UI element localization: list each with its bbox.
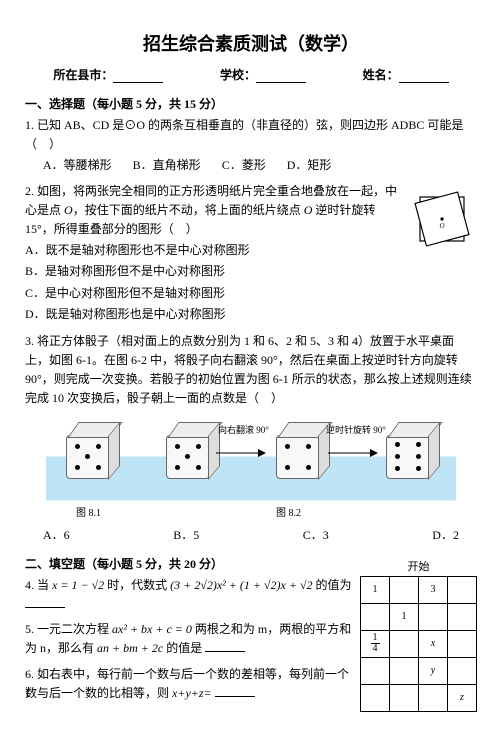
q3-figure: 向右翻滚 90° 逆时针旋转 90° 图 8.1 图 8.2 — [46, 413, 456, 508]
county-label: 所在县市： — [53, 68, 113, 82]
q5-text1: 一元二次方程 — [37, 622, 112, 636]
q3-opt-b: B．5 — [173, 526, 199, 545]
q4: 4. 当 x = 1 − √2 时，代数式 (3 + 2√2)x² + (1 +… — [25, 576, 477, 614]
q5: 5. 一元二次方程 ax² + bx + c = 0 两根之和为 m，两根的平方… — [25, 620, 477, 658]
die-4 — [386, 435, 430, 479]
q1-opt-c: C．菱形 — [222, 158, 266, 172]
q2-num: 2. — [25, 184, 34, 198]
arrow-1-icon — [216, 447, 266, 459]
q5-expr-target: an + bm + 2c — [97, 641, 163, 655]
q1-opt-b: B．直角梯形 — [133, 158, 201, 172]
page-number: 1 — [25, 689, 30, 700]
q4-text1: 当 — [37, 578, 52, 592]
q4-num: 4. — [25, 578, 34, 592]
q2-opt-d: D．既是轴对称图形也是中心对称图形 — [25, 305, 477, 324]
q3-opt-c: C．3 — [303, 526, 329, 545]
q1-options: A．等腰梯形 B．直角梯形 C．菱形 D．矩形 — [43, 156, 477, 175]
arrow-2-icon — [328, 447, 378, 459]
die-1 — [66, 435, 110, 479]
name-label: 姓名： — [363, 68, 399, 82]
arrow-2-label: 逆时针旋转 90° — [326, 423, 386, 437]
school-label: 学校： — [220, 68, 256, 82]
fig-8-1-label: 图 8.1 — [76, 506, 101, 522]
die-3 — [276, 435, 320, 479]
q2-opt-b: B．是轴对称图形但不是中心对称图形 — [25, 262, 477, 281]
q2-o1: O — [64, 203, 73, 217]
info-line: 所在县市： 学校： 姓名： — [25, 66, 477, 83]
school-blank[interactable] — [256, 68, 306, 83]
q3: 3. 将正方体骰子（相对面上的点数分别为 1 和 6、2 和 5、3 和 4）放… — [25, 332, 477, 545]
die-2 — [166, 435, 210, 479]
q4-blank[interactable] — [25, 595, 65, 608]
q3-options: A．6 B．5 C．3 D．2 — [43, 526, 459, 545]
q6-expr: x+y+z= — [172, 686, 212, 700]
q5-blank[interactable] — [205, 639, 245, 652]
arrow-1-label: 向右翻滚 90° — [218, 423, 269, 437]
page-title: 招生综合素质测试（数学） — [25, 30, 477, 56]
q2-opt-c: C．是中心对称图形但不是轴对称图形 — [25, 284, 477, 303]
q3-opt-a: A．6 — [43, 526, 70, 545]
q6: 6. 如右表中，每行前一个数与后一个数的差相等，每列前一个数与后一个数的比相等，… — [25, 665, 477, 703]
q4-expr-x: x = 1 − √2 — [52, 578, 104, 592]
svg-text:O: O — [439, 222, 444, 230]
q4-text2: 时，代数式 — [107, 578, 170, 592]
fig-8-2-label: 图 8.2 — [276, 506, 301, 522]
q3-num: 3. — [25, 334, 34, 348]
q6-num: 6. — [25, 667, 34, 681]
q1: 1. 已知 AB、CD 是⊙O 的两条互相垂直的（非直径的）弦，则四边形 ADB… — [25, 116, 477, 176]
q3-text: 将正方体骰子（相对面上的点数分别为 1 和 6、2 和 5、3 和 4）放置于水… — [25, 334, 472, 406]
county-blank[interactable] — [113, 68, 163, 83]
name-blank[interactable] — [399, 68, 449, 83]
section1-head: 一、选择题（每小题 5 分，共 15 分） — [25, 95, 477, 112]
q1-num: 1. — [25, 118, 34, 132]
q6-blank[interactable] — [215, 684, 255, 697]
q3-opt-d: D．2 — [432, 526, 459, 545]
q1-opt-d: D．矩形 — [287, 158, 332, 172]
q2-text2: ，按住下面的纸片不动，将上面的纸片绕点 — [73, 203, 304, 217]
q5-expr-eq: ax² + bx + c = 0 — [112, 622, 192, 636]
q4-text3: 的值为 — [316, 578, 352, 592]
q1-text: 已知 AB、CD 是⊙O 的两条互相垂直的（非直径的）弦，则四边形 ADBC 可… — [25, 118, 463, 151]
q1-opt-a: A．等腰梯形 — [43, 158, 112, 172]
q2-figure: O — [407, 184, 477, 254]
q5-text3: 的值是 — [166, 641, 202, 655]
q5-num: 5. — [25, 622, 34, 636]
q4-expr-main: (3 + 2√2)x² + (1 + √2)x + √2 — [170, 578, 312, 592]
q2: O 2. 如图，将两张完全相同的正方形透明纸片完全重合地叠放在一起，中心是点 O… — [25, 182, 477, 326]
q6-table-label: 开始 — [360, 558, 477, 574]
